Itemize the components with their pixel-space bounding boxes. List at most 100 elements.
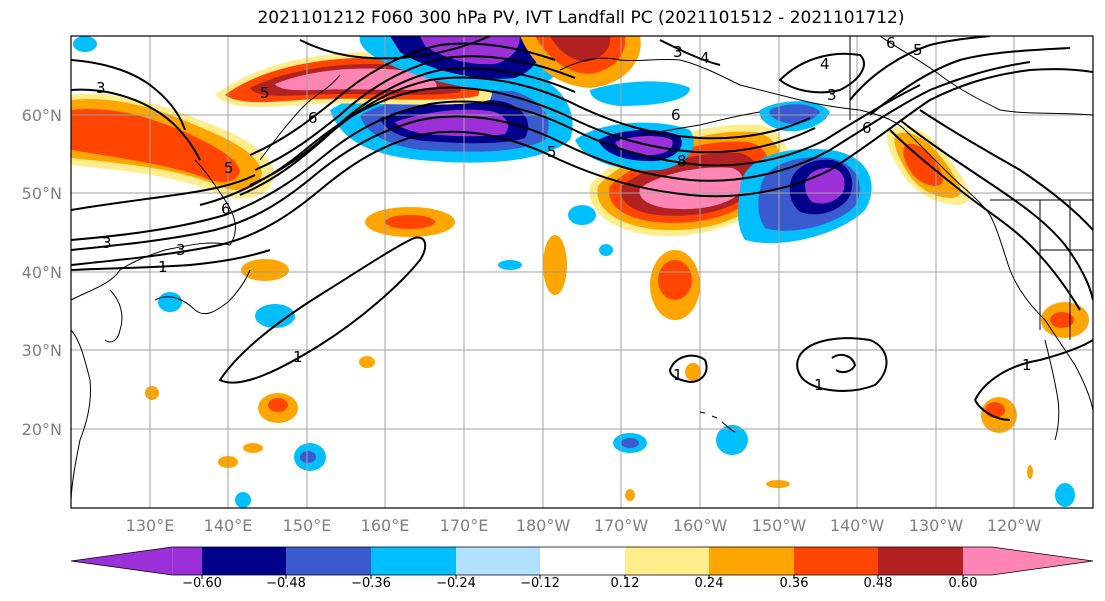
contour-line [299, 36, 491, 60]
contour-line [71, 88, 201, 161]
colorbar-tick-label: 0.24 [695, 576, 724, 591]
contour-label: 6 [308, 109, 318, 127]
colorbar-segment [286, 547, 372, 575]
map-title: 2021101212 F060 300 hPa PV, IVT Landfall… [257, 8, 905, 28]
contour-label: 6 [862, 119, 872, 137]
contour-line [869, 47, 1071, 116]
colorbar-extend-min [71, 547, 173, 575]
lat-label: 30°N [22, 341, 62, 360]
colorbar-segment [172, 547, 203, 575]
colorbar-segment [540, 547, 626, 575]
contour-line [778, 52, 865, 94]
positive-anomaly [71, 109, 240, 182]
negative-anomaly [1055, 483, 1075, 507]
contour-labels: 1 1 1 1 1 3 3 3 3 3 4 4 5 5 5 5 6 6 6 6 … [96, 36, 1032, 394]
lon-label: 130°W [909, 516, 964, 535]
colorbar-tick-label: −0.60 [182, 576, 222, 591]
contour-line [899, 119, 1093, 301]
coastline-china [71, 329, 91, 501]
positive-anomaly [625, 489, 635, 501]
contour-label: 3 [827, 86, 837, 104]
contour-line [254, 55, 576, 171]
lon-label: 160°W [673, 516, 728, 535]
lon-label: 130°E [126, 516, 175, 535]
colorbar-ticks [201, 575, 964, 579]
positive-anomaly [359, 356, 375, 368]
contour-label: 5 [260, 84, 270, 102]
contour-line [199, 86, 816, 206]
positive-anomaly [1027, 465, 1033, 479]
positive-anomaly [243, 443, 263, 453]
lat-label: 20°N [22, 420, 62, 439]
coastline-alaska [559, 57, 906, 131]
contour-line [974, 339, 1093, 401]
colorbar: −0.60 −0.48 −0.36 −0.24 −0.12 0.12 0.24 … [70, 546, 1094, 591]
contour-line [974, 399, 1011, 421]
negative-anomaly [235, 492, 251, 508]
colorbar-segment [709, 547, 795, 575]
positive-anomaly [550, 36, 611, 62]
coastline-na-west [904, 129, 1093, 411]
negative-anomaly [498, 260, 522, 270]
contour-label: 1 [158, 258, 168, 276]
positive-anomaly [268, 398, 288, 412]
colorbar-tick-label: −0.36 [351, 576, 391, 591]
colorbar-tick-label: −0.24 [436, 576, 476, 591]
lon-label: 180°W [516, 516, 571, 535]
colorbar-segment [202, 547, 287, 575]
negative-anomaly [255, 304, 295, 328]
contour-label: 1 [293, 348, 303, 366]
colorbar-tick-label: 0.48 [864, 576, 893, 591]
colorbar-tick-labels: −0.60 −0.48 −0.36 −0.24 −0.12 0.12 0.24 … [182, 576, 977, 591]
lon-label: 150°E [283, 516, 332, 535]
colorbar-tick-label: 0.12 [611, 576, 640, 591]
contour-label: 4 [700, 49, 710, 67]
negative-anomaly [590, 81, 690, 106]
contour-line [659, 39, 721, 66]
lat-label: 50°N [22, 184, 62, 203]
negative-anomaly [395, 109, 508, 137]
contour-line [71, 174, 256, 211]
contour-label: 5 [547, 143, 557, 161]
positive-anomaly [985, 402, 1005, 418]
contour-line [71, 84, 921, 241]
contour-label: 1 [673, 366, 683, 384]
positive-anomaly [685, 363, 701, 381]
contour-line [249, 67, 576, 186]
colorbar-segment [794, 547, 879, 575]
colorbar-segment [371, 547, 457, 575]
negative-anomaly [158, 292, 182, 312]
positive-anomaly [658, 260, 692, 300]
contour-line [218, 236, 427, 384]
contour-label: 5 [224, 159, 234, 177]
contour-line [239, 76, 811, 196]
contour-line [919, 109, 1093, 231]
negative-anomaly [300, 451, 316, 463]
colorbar-tick-label: 0.36 [780, 576, 809, 591]
graticule [71, 36, 1093, 508]
colorbar-outline [70, 546, 1094, 576]
contour-line [849, 36, 991, 101]
colorbar-segment [963, 547, 993, 575]
lon-label: 160°E [361, 516, 410, 535]
contour-label: 3 [176, 241, 186, 259]
lon-label: 170°W [594, 516, 649, 535]
pc-shading [71, 36, 1089, 508]
contour-line [796, 337, 888, 392]
positive-anomaly [543, 235, 567, 295]
lon-label: 120°W [987, 516, 1042, 535]
lon-label: 140°W [830, 516, 885, 535]
negative-anomaly [599, 244, 613, 256]
longitude-labels: 130°E 140°E 150°E 160°E 170°E 180°W 170°… [126, 516, 1042, 535]
negative-anomaly [716, 425, 748, 455]
coastline-korea [104, 289, 123, 343]
contour-label: 8 [677, 152, 687, 170]
contour-line [71, 249, 271, 271]
colorbar-segments [70, 546, 1094, 576]
contour-label: 5 [913, 41, 923, 59]
lon-label: 140°E [204, 516, 253, 535]
contour-label: 1 [1022, 356, 1032, 374]
contour-line [889, 129, 1081, 311]
positive-anomaly [766, 480, 790, 488]
